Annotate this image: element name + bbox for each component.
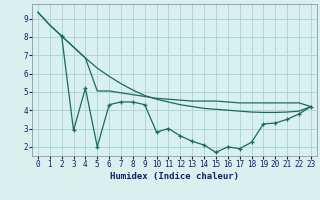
- X-axis label: Humidex (Indice chaleur): Humidex (Indice chaleur): [110, 172, 239, 181]
